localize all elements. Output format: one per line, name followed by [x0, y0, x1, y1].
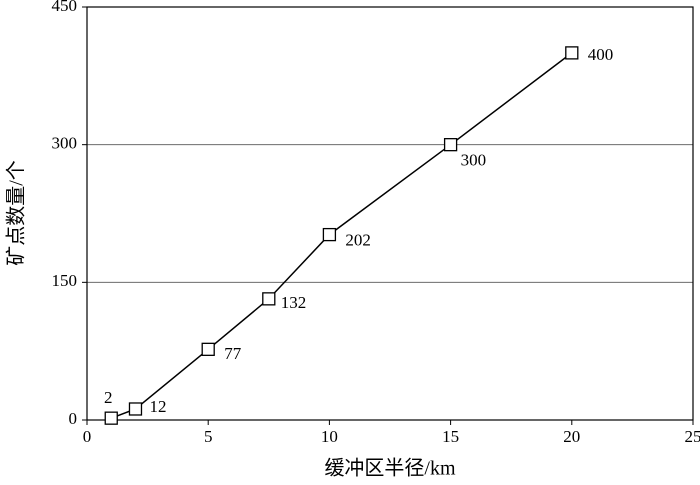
data-line [110, 52, 573, 419]
marker [104, 411, 118, 425]
x-tick-label: 15 [442, 427, 459, 446]
y-tick-label: 300 [52, 134, 78, 153]
x-tick-label: 20 [563, 427, 580, 446]
data-label: 77 [224, 344, 242, 363]
data-label: 202 [345, 231, 371, 250]
plot-frame [86, 6, 694, 421]
x-tick-label: 25 [685, 427, 700, 446]
marker [565, 46, 579, 60]
x-axis-title: 缓冲区半径/km [324, 457, 456, 480]
marker [262, 292, 276, 306]
y-tick-label: 0 [69, 409, 78, 428]
marker [128, 402, 143, 416]
marker [443, 138, 458, 152]
data-label: 2 [104, 388, 113, 407]
y-tick-label: 450 [52, 0, 78, 15]
x-tick-label: 0 [83, 427, 92, 446]
x-tick-label: 10 [321, 427, 338, 446]
data-label: 400 [588, 45, 614, 64]
marker [201, 342, 215, 356]
data-label: 12 [149, 397, 166, 416]
y-tick-label: 150 [52, 271, 78, 290]
y-axis-title: 矿点数量/个 [5, 160, 28, 266]
data-label: 300 [461, 151, 487, 170]
x-tick-label: 5 [204, 427, 213, 446]
marker [322, 227, 337, 242]
data-label: 132 [281, 293, 307, 312]
